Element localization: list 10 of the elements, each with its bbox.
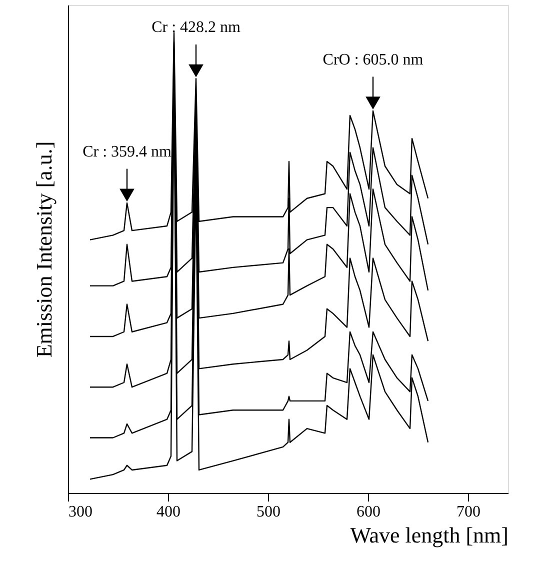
x-tick-label: 600 (356, 504, 380, 520)
x-tick-label: 500 (256, 504, 280, 520)
x-tick-label: 300 (68, 504, 92, 520)
annotation: Cr : 428.2 nm (152, 19, 241, 36)
x-axis-title: Wave length [nm] (350, 522, 508, 548)
x-tick-label: 700 (456, 504, 480, 520)
annotation: CrO : 605.0 nm (322, 51, 424, 68)
y-axis-title: Emission Intensity [a.u.] (32, 141, 56, 358)
annotation: Cr : 359.4 nm (82, 143, 172, 160)
x-tick-label: 400 (156, 504, 180, 520)
